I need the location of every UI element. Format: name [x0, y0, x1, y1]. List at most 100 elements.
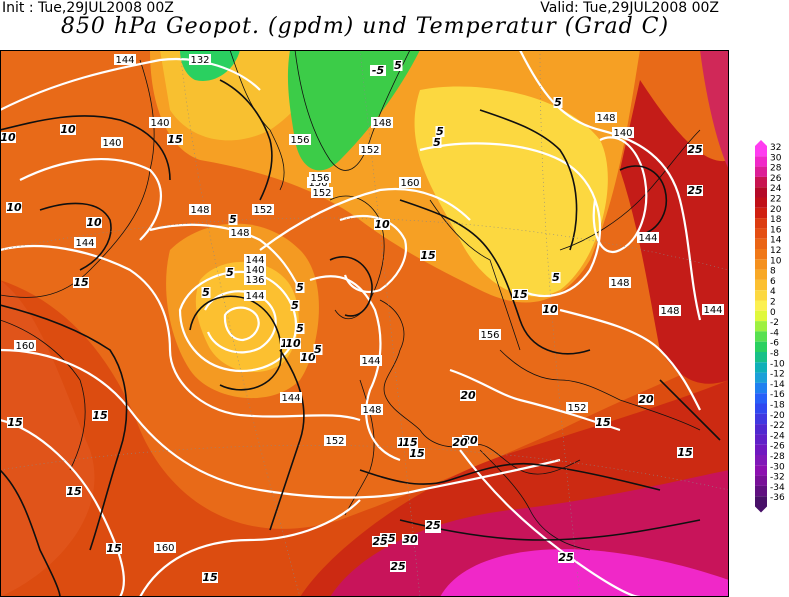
- temperature-label: 5: [291, 299, 299, 312]
- temperature-label-bg: [86, 217, 102, 228]
- temperature-label: 10: [6, 201, 22, 214]
- legend-swatch: [755, 218, 767, 229]
- geopotential-label: 144: [75, 238, 94, 249]
- temperature-label-bg: [687, 144, 703, 155]
- temperature-label: 15: [7, 416, 23, 429]
- geopotential-label-bg: [189, 204, 211, 215]
- temperature-label-bg: [167, 134, 183, 145]
- temperature-label-bg: [290, 300, 300, 311]
- temperature-label-bg: [201, 287, 211, 298]
- temperature-label: 25: [372, 535, 388, 548]
- legend-label: 8: [770, 267, 776, 277]
- geopotential-label: 144: [245, 291, 264, 302]
- temperature-label: 20: [460, 389, 476, 402]
- geopotential-label-bg: [566, 402, 588, 413]
- geopotential-label: 148: [190, 205, 209, 216]
- legend-swatch: [755, 455, 767, 466]
- temperature-label-bg: [300, 352, 316, 363]
- temperature-label: 5: [202, 286, 210, 299]
- temperature-label-bg: [638, 394, 654, 405]
- temperature-label: -5: [372, 64, 385, 77]
- temperature-label-bg: [393, 60, 403, 71]
- legend-swatch: [755, 156, 767, 167]
- legend-swatch: [755, 259, 767, 270]
- temperature-label-bg: [374, 219, 390, 230]
- legend-swatch: [755, 352, 767, 363]
- temperature-label-bg: [452, 437, 468, 448]
- legend-label: -24: [770, 431, 785, 441]
- legend-swatch: [755, 207, 767, 219]
- geopotential-label: 140: [613, 128, 632, 139]
- temperature-label-bg: [106, 543, 122, 554]
- geopotential-label-bg: [659, 305, 681, 316]
- temperature-label-bg: [558, 552, 574, 563]
- temperature-label: 5: [552, 271, 560, 284]
- legend-label: 12: [770, 246, 781, 256]
- legend-label: -20: [770, 411, 785, 421]
- legend-label: -34: [770, 483, 785, 493]
- legend-swatch: [755, 290, 767, 301]
- legend-label: 16: [770, 225, 782, 235]
- geopotential-label-bg: [252, 204, 274, 215]
- geopotential-label: 152: [253, 205, 272, 216]
- legend-arrow-top: [755, 140, 767, 146]
- legend-label: 2: [770, 298, 776, 308]
- legend-label: -28: [770, 452, 785, 462]
- legend-swatch: [755, 465, 767, 476]
- legend-swatch: [755, 321, 767, 332]
- legend-swatch: [755, 475, 767, 486]
- geopotential-label-bg: [229, 227, 251, 238]
- geopotential-label: 160: [15, 341, 34, 352]
- geopotential-label-bg: [361, 404, 383, 415]
- legend-swatch: [755, 424, 767, 435]
- temperature-label: 5: [226, 266, 234, 279]
- temperature-label-bg: [295, 282, 305, 293]
- geopotential-label: 160: [400, 178, 419, 189]
- geopotential-label: 144: [703, 305, 722, 316]
- temperature-label: 20: [638, 393, 654, 406]
- temperature-label: 5: [433, 136, 441, 149]
- temperature-label-bg: [7, 417, 23, 428]
- legend-swatch: [755, 279, 767, 291]
- temperature-label: 15: [512, 288, 528, 301]
- temperature-label-bg: [225, 267, 235, 278]
- temperature-label: 5: [394, 59, 402, 72]
- temperature-label: 5: [296, 322, 304, 335]
- geopotential-label-bg: [359, 144, 381, 155]
- coastlines: [0, 50, 701, 551]
- temperature-label-bg: [370, 65, 386, 76]
- legend-label: -36: [770, 493, 785, 503]
- temperature-label: 10: [285, 337, 301, 350]
- temperature-label-bg: [202, 572, 218, 583]
- temperature-label-bg: [390, 561, 406, 572]
- legend-swatch: [755, 310, 767, 322]
- temperature-label: 10: [0, 131, 16, 144]
- geopotential-label-bg: [311, 187, 333, 198]
- geopotential-label: 152: [567, 403, 586, 414]
- legend-swatch: [755, 146, 767, 157]
- temperature-label: 15: [66, 485, 82, 498]
- temp-band-north-yellow: [414, 86, 608, 297]
- temperature-label: 10: [542, 303, 558, 316]
- geopotential-label-bg: [289, 134, 311, 145]
- temp-band-east-hot: [700, 50, 729, 170]
- geopotential-label-bg: [101, 137, 123, 148]
- temperature-label-bg: [432, 137, 442, 148]
- geopotential-label-bg: [14, 340, 36, 351]
- geopotential-label-bg: [244, 254, 266, 265]
- temperature-label-bg: [542, 304, 558, 315]
- temperature-label: 30: [402, 533, 418, 546]
- legend-label: 28: [770, 164, 782, 174]
- legend-label: 22: [770, 195, 781, 205]
- temperature-label-bg: [460, 390, 476, 401]
- geopotential-label: 140: [102, 138, 121, 149]
- temperature-label-bg: [402, 437, 418, 448]
- legend-swatch: [755, 238, 767, 249]
- temperature-label: 15: [402, 436, 418, 449]
- geopotential-label-bg: [609, 277, 631, 288]
- temperature-label: 10: [300, 351, 316, 364]
- legend-label: 26: [770, 174, 782, 184]
- temperature-label: 15: [409, 447, 425, 460]
- geopotential-label: 148: [660, 306, 679, 317]
